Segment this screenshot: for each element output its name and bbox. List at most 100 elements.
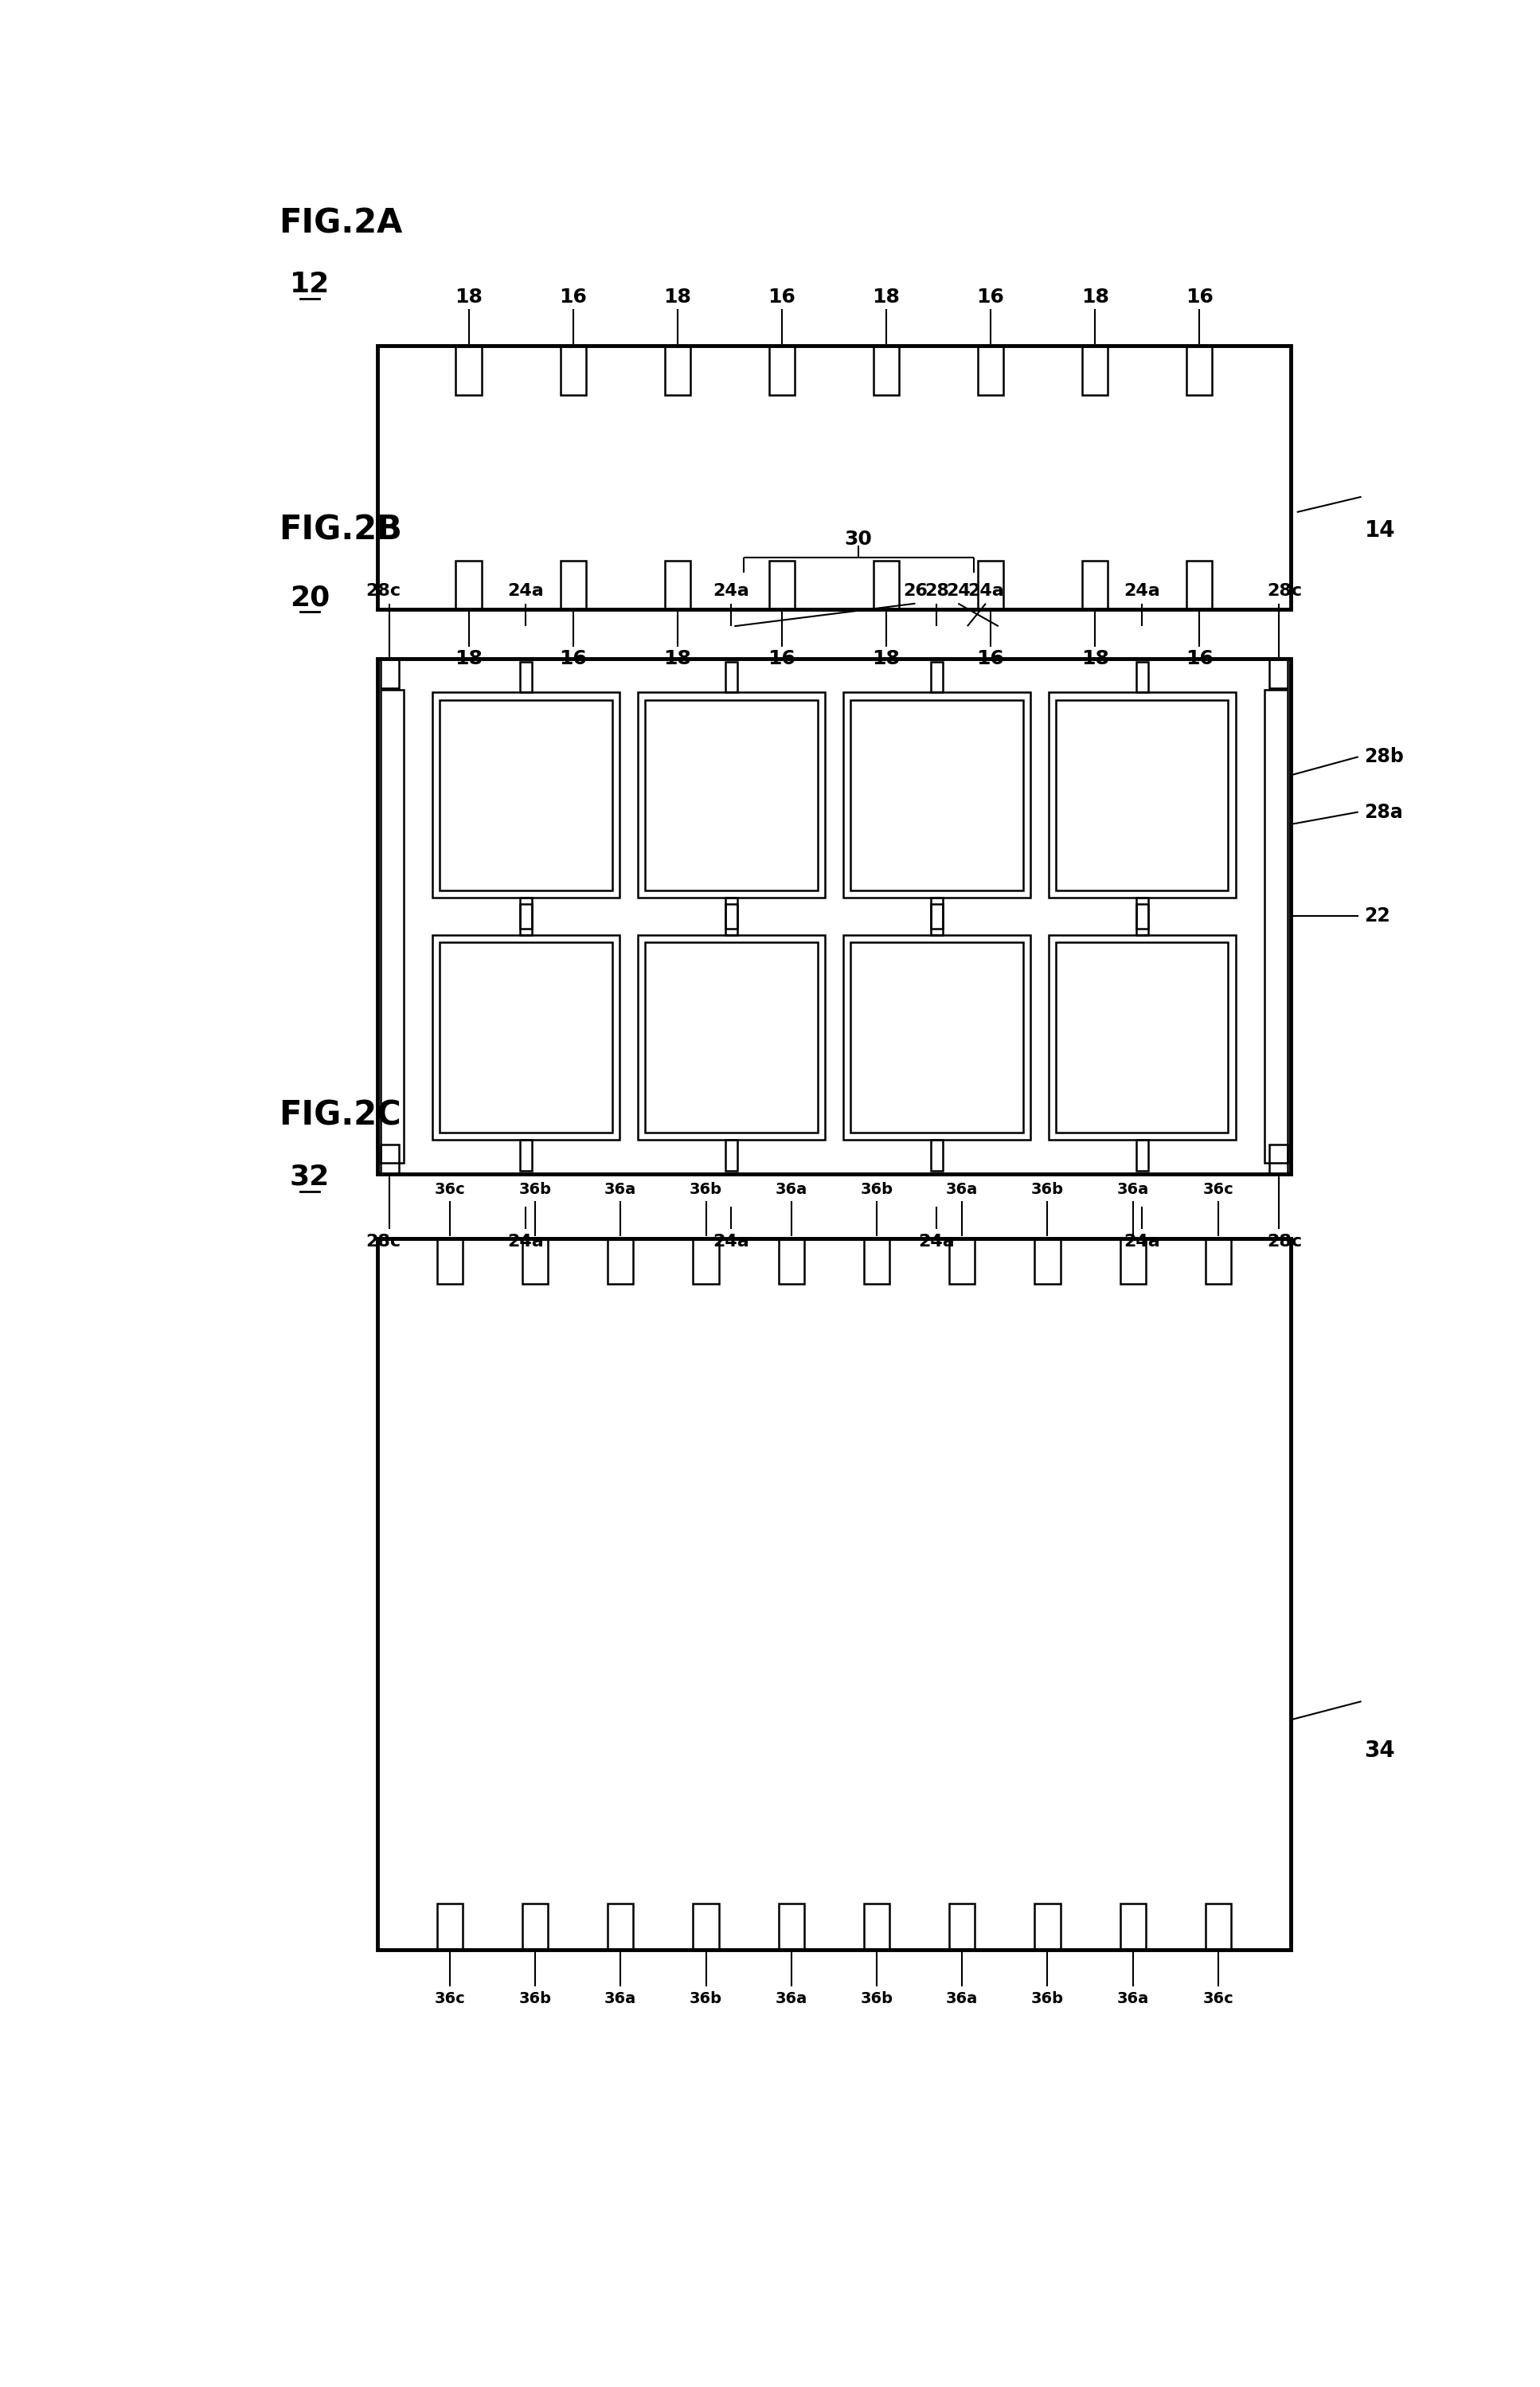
Bar — [873, 346, 899, 394]
Text: 36a: 36a — [605, 1182, 636, 1196]
Text: 24a: 24a — [1124, 582, 1160, 599]
Text: 28b: 28b — [1364, 747, 1404, 766]
Bar — [665, 561, 690, 609]
Text: 24a: 24a — [713, 582, 750, 599]
Text: 20: 20 — [290, 585, 330, 611]
Bar — [978, 346, 1004, 394]
Bar — [380, 1143, 399, 1174]
Text: 16: 16 — [559, 649, 587, 668]
Text: 36a: 36a — [605, 1991, 636, 2007]
Text: 24a: 24a — [508, 1234, 544, 1248]
Text: 30: 30 — [844, 530, 873, 549]
Text: 16: 16 — [1186, 286, 1214, 306]
Bar — [930, 1141, 942, 1170]
Bar — [377, 1239, 1291, 1950]
Bar — [850, 699, 1023, 890]
Bar — [1269, 659, 1287, 687]
Bar — [1206, 1905, 1230, 1950]
Text: 16: 16 — [976, 286, 1004, 306]
Text: 28c: 28c — [367, 1234, 400, 1248]
Bar — [873, 561, 899, 609]
Text: 28a: 28a — [1364, 802, 1403, 821]
Text: 36b: 36b — [519, 1991, 551, 2007]
Bar — [1269, 1143, 1287, 1174]
Text: 36b: 36b — [861, 1182, 893, 1196]
Bar — [949, 1905, 975, 1950]
Bar — [844, 936, 1030, 1141]
Text: 28: 28 — [924, 582, 949, 599]
Bar — [1186, 346, 1212, 394]
Text: 22: 22 — [1364, 907, 1391, 926]
Bar — [638, 936, 825, 1141]
Bar — [978, 561, 1004, 609]
Bar — [608, 1239, 633, 1284]
Text: 18: 18 — [664, 286, 691, 306]
Text: 24a: 24a — [1124, 1234, 1160, 1248]
Bar — [377, 346, 1291, 609]
Text: 18: 18 — [664, 649, 691, 668]
Text: 36b: 36b — [861, 1991, 893, 2007]
Bar — [561, 346, 585, 394]
Bar — [433, 692, 619, 898]
Bar — [437, 1905, 462, 1950]
Bar — [638, 692, 825, 898]
Text: 32: 32 — [290, 1162, 330, 1191]
Bar — [522, 1905, 548, 1950]
Bar — [665, 346, 690, 394]
Bar — [930, 661, 942, 692]
Text: 12: 12 — [290, 272, 330, 298]
Text: 16: 16 — [768, 649, 796, 668]
Bar — [1120, 1239, 1146, 1284]
Bar — [1186, 561, 1212, 609]
Text: 24a: 24a — [508, 582, 544, 599]
Bar — [949, 1239, 975, 1284]
Bar — [1049, 692, 1235, 898]
Text: 36b: 36b — [1032, 1991, 1064, 2007]
Text: 18: 18 — [454, 286, 482, 306]
Bar — [380, 690, 403, 1162]
Text: 18: 18 — [872, 649, 899, 668]
Text: 16: 16 — [976, 649, 1004, 668]
Bar — [1264, 690, 1287, 1162]
Text: FIG.2B: FIG.2B — [279, 513, 402, 547]
Bar — [1206, 1239, 1230, 1284]
Text: 36a: 36a — [775, 1991, 807, 2007]
Text: 36b: 36b — [690, 1182, 722, 1196]
Text: 26: 26 — [902, 582, 927, 599]
Text: 16: 16 — [768, 286, 796, 306]
Bar — [850, 943, 1023, 1134]
Text: FIG.2C: FIG.2C — [279, 1098, 402, 1131]
Bar — [645, 699, 818, 890]
Bar — [377, 659, 1291, 1174]
Bar — [1083, 561, 1107, 609]
Text: 36c: 36c — [1203, 1182, 1234, 1196]
Bar — [456, 346, 482, 394]
Text: 18: 18 — [454, 649, 482, 668]
Bar — [778, 1905, 804, 1950]
Bar — [440, 943, 611, 1134]
Text: 36a: 36a — [1116, 1991, 1149, 2007]
Bar — [693, 1905, 719, 1950]
Bar — [380, 659, 399, 687]
Text: 36a: 36a — [946, 1182, 978, 1196]
Bar — [521, 1141, 531, 1170]
Bar — [930, 898, 942, 929]
Text: 36a: 36a — [946, 1991, 978, 2007]
Bar — [437, 1239, 462, 1284]
Bar — [1056, 943, 1229, 1134]
Bar — [1137, 1141, 1149, 1170]
Text: 28c: 28c — [1267, 1234, 1303, 1248]
Text: 36c: 36c — [434, 1182, 465, 1196]
Bar — [456, 561, 482, 609]
Bar — [440, 699, 611, 890]
Text: 24: 24 — [946, 582, 970, 599]
Bar — [930, 905, 942, 936]
Text: 36a: 36a — [775, 1182, 807, 1196]
Bar — [521, 898, 531, 929]
Text: 36b: 36b — [1032, 1182, 1064, 1196]
Text: 34: 34 — [1364, 1740, 1395, 1762]
Text: FIG.2A: FIG.2A — [279, 208, 403, 241]
Bar — [433, 936, 619, 1141]
Bar — [1035, 1239, 1061, 1284]
Text: 36b: 36b — [690, 1991, 722, 2007]
